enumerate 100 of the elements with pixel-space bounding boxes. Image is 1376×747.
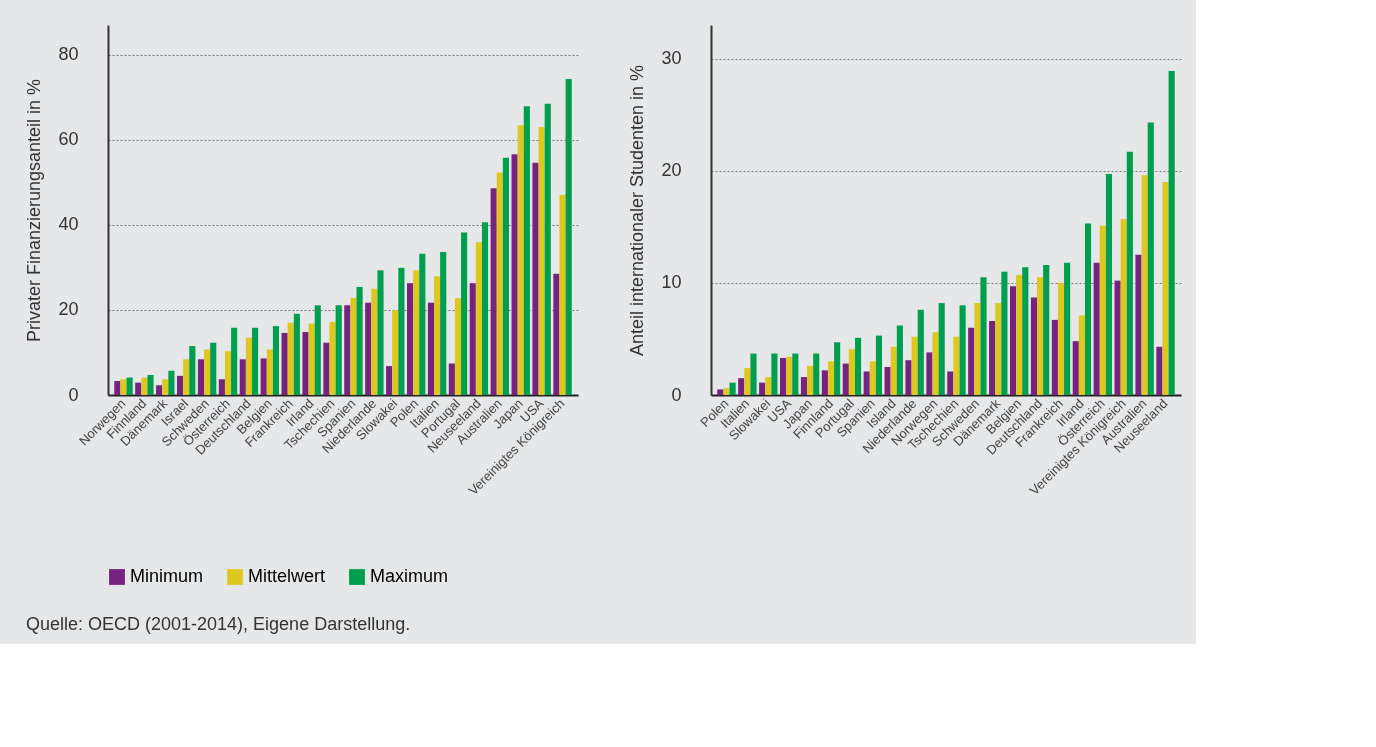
bar [335,305,342,395]
bar [511,154,518,395]
bar [434,276,441,395]
bar [419,253,426,395]
bar [759,382,766,395]
bar [448,363,455,395]
bar [523,106,530,395]
bar [1168,70,1175,395]
bar [406,283,414,395]
bar [553,273,560,395]
bar [1051,319,1058,395]
bar [729,382,736,395]
bar [1072,341,1079,395]
legend-label: Minimum [130,566,204,586]
bar [475,242,482,395]
legend-label: Mittelwert [248,566,326,586]
bar [329,321,336,395]
bar [1162,181,1169,395]
bar [114,380,121,395]
bar [1001,271,1008,395]
bar [1009,286,1017,395]
bar [1099,225,1106,395]
bar [863,371,870,395]
bar [1016,275,1023,395]
bar [302,332,309,395]
bar [176,375,184,395]
bar [231,327,238,395]
y-tick-label: 0 [68,384,79,405]
bar [565,79,572,395]
bar [1120,218,1127,395]
bar [1156,346,1163,395]
bar [792,353,799,395]
bar [905,360,912,395]
bar [413,270,420,395]
bar [1037,277,1044,395]
bar [260,358,267,395]
bar [365,302,372,395]
bar [156,385,163,395]
bar [314,305,321,395]
bar [377,270,384,395]
bar [869,361,876,395]
bar [744,368,751,395]
bar [717,389,724,395]
bar [371,288,378,395]
bar [538,127,545,395]
bar [750,353,757,395]
bar [141,377,148,395]
bar [765,377,772,395]
bar [398,267,405,395]
bar [308,323,315,395]
bar [210,342,217,395]
bar [469,283,476,395]
bar [1064,262,1071,395]
bar [224,351,232,395]
y-axis-title: Privater Finanzierungsanteil in % [24,78,45,343]
bar [834,342,841,395]
bar [1135,254,1142,395]
source-note: Quelle: OECD (2001-2014), Eigene Darstellung. [25,614,411,634]
bar [938,303,945,395]
bar [281,332,288,395]
bar [147,375,154,395]
bar [1043,264,1050,395]
bar [266,349,273,395]
bar [854,337,862,395]
bar [272,326,280,395]
bar [532,162,539,395]
bar [490,188,497,395]
bar [427,302,435,395]
bar [896,325,903,395]
bar [481,222,489,395]
bar [204,349,211,395]
bar [162,379,169,395]
bar [218,379,225,395]
bar [890,346,897,395]
bar [1078,315,1085,395]
bar [559,195,566,395]
bar [980,277,987,395]
legend-label: Maximum [370,566,449,586]
bar [779,358,787,395]
bar [821,370,828,395]
y-tick-label: 60 [58,129,79,150]
bar [848,349,855,395]
bar [738,378,745,395]
bar [293,313,300,395]
bar [1126,151,1133,395]
bar [974,303,981,395]
bar [245,337,252,395]
bar [911,336,918,395]
bar [884,366,891,395]
y-tick-label: 20 [661,160,682,181]
bar [502,157,510,395]
bar [454,298,462,395]
bar [813,353,820,395]
bar [917,309,924,395]
bar [126,377,133,395]
bar [183,359,190,395]
bar [544,103,551,395]
bar [989,321,996,395]
y-axis-title: Anteil internationaler Studenten in % [627,64,648,357]
y-tick-label: 30 [661,48,682,69]
